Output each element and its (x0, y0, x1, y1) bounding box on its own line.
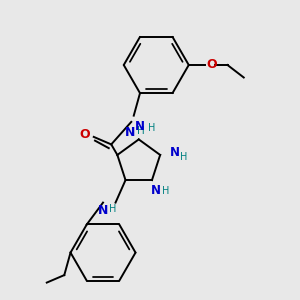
Text: H: H (148, 123, 155, 133)
Text: H: H (180, 152, 188, 162)
Text: N: N (125, 126, 135, 139)
Text: N: N (98, 204, 108, 217)
Text: H: H (109, 204, 117, 214)
Text: N: N (135, 120, 145, 133)
Text: H: H (162, 186, 169, 196)
Text: N: N (151, 184, 161, 197)
Text: H: H (137, 126, 145, 136)
Text: O: O (206, 58, 217, 71)
Text: N: N (170, 146, 180, 159)
Text: O: O (80, 128, 90, 141)
